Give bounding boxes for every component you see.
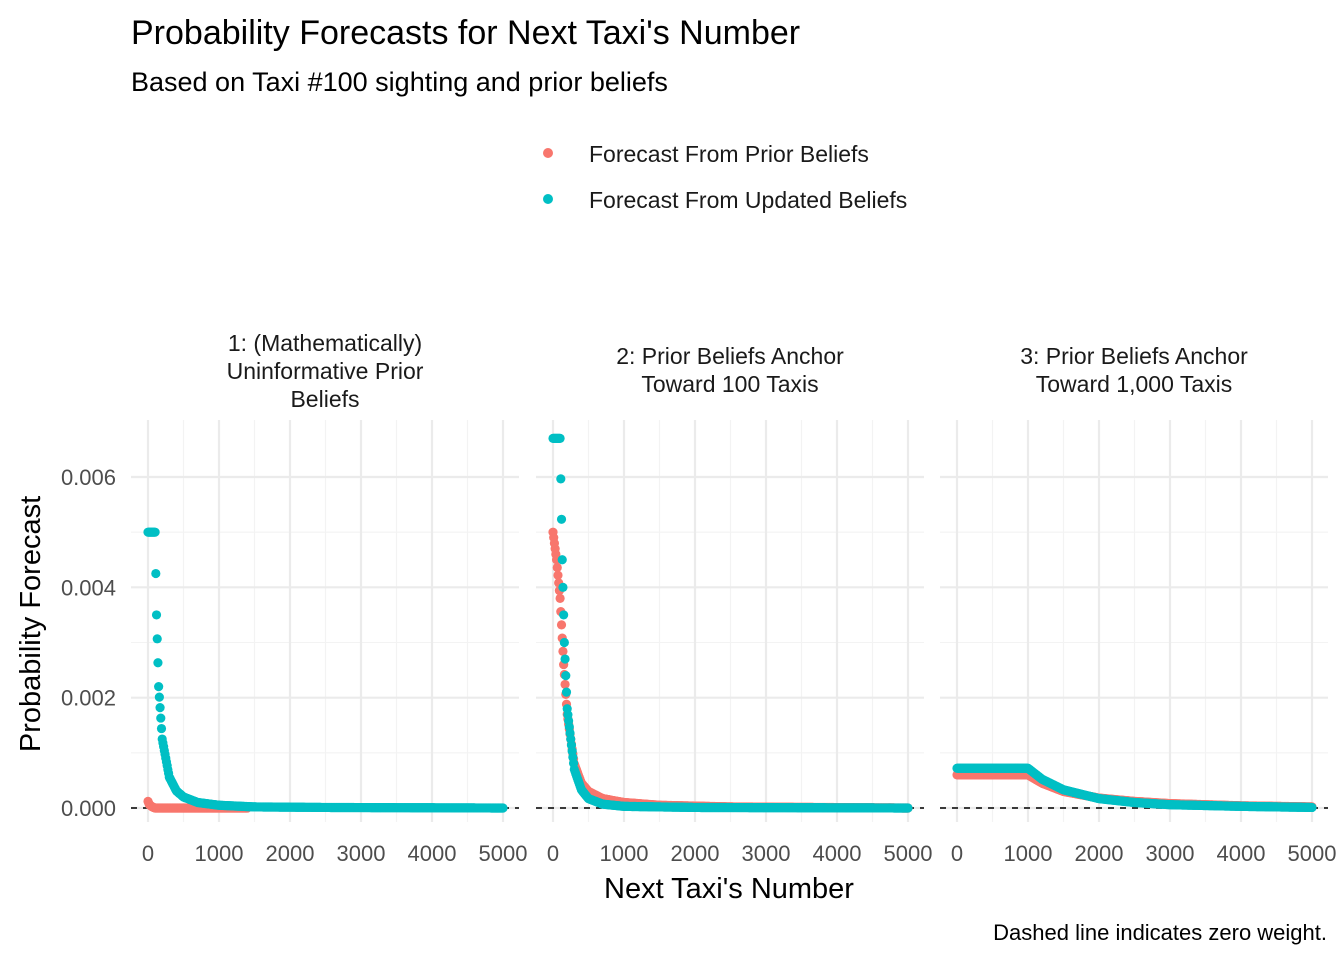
data-point — [150, 527, 160, 537]
data-point — [558, 646, 568, 656]
legend: Forecast From Prior Beliefs Forecast Fro… — [543, 141, 907, 213]
data-point — [903, 803, 913, 813]
series-updated-panel-1 — [143, 527, 508, 813]
legend-key-prior — [543, 148, 553, 158]
facet-label-1: Uninformative Prior — [227, 358, 424, 384]
data-point — [556, 620, 567, 630]
y-tick-label: 0.004 — [61, 575, 116, 600]
data-point — [153, 658, 163, 668]
x-tick-label: 2000 — [266, 841, 315, 866]
x-tick-label: 1000 — [1004, 841, 1053, 866]
chart-subtitle: Based on Taxi #100 sighting and prior be… — [131, 67, 668, 97]
x-tick-label: 4000 — [1217, 841, 1266, 866]
series-updated-panel-3 — [952, 763, 1317, 813]
data-point — [556, 474, 566, 484]
x-tick-label: 3000 — [742, 841, 791, 866]
data-point — [154, 682, 164, 692]
data-point — [559, 610, 569, 620]
data-point — [151, 568, 161, 579]
data-point — [558, 582, 568, 592]
series-updated-panel-2 — [548, 433, 913, 813]
x-tick-label: 1000 — [195, 841, 244, 866]
x-tick-label: 0 — [547, 841, 559, 866]
facet-label-2: 2: Prior Beliefs Anchor — [616, 343, 844, 369]
x-axis-label: Next Taxi's Number — [604, 873, 854, 905]
data-point — [154, 692, 164, 702]
legend-key-updated — [543, 194, 553, 204]
x-tick-label: 5000 — [479, 841, 528, 866]
data-point — [559, 637, 569, 648]
y-tick-label: 0.000 — [61, 796, 116, 821]
x-tick-label: 5000 — [1288, 841, 1337, 866]
data-point — [556, 514, 567, 524]
x-tick-label: 5000 — [884, 841, 933, 866]
y-axis-label: Probability Forecast — [15, 496, 47, 752]
data-point — [552, 562, 562, 573]
x-tick-label: 0 — [951, 841, 963, 866]
data-point — [1307, 802, 1317, 813]
x-tick-label: 4000 — [408, 841, 457, 866]
facet-label-1: Beliefs — [290, 386, 359, 412]
chart-caption: Dashed line indicates zero weight. — [993, 920, 1327, 945]
data-point — [561, 671, 571, 681]
x-tick-label: 0 — [142, 841, 154, 866]
data-point — [156, 713, 166, 723]
x-tick-label: 3000 — [337, 841, 386, 866]
data-point — [152, 634, 162, 644]
facet-label-3: Toward 1,000 Taxis — [1036, 371, 1232, 397]
data-point — [560, 679, 570, 690]
facet-panels: 1: (Mathematically)Uninformative PriorBe… — [131, 330, 1336, 866]
data-point — [555, 593, 565, 603]
chart-title: Probability Forecasts for Next Taxi's Nu… — [131, 14, 800, 52]
facet-label-3: 3: Prior Beliefs Anchor — [1020, 343, 1248, 369]
data-point — [557, 555, 567, 565]
data-point — [498, 803, 508, 813]
y-axis-ticks: 0.000 0.002 0.004 0.006 — [61, 465, 116, 821]
x-tick-label: 3000 — [1146, 841, 1195, 866]
data-point — [553, 570, 563, 580]
data-point — [156, 723, 167, 734]
data-point — [151, 610, 162, 620]
legend-label-updated: Forecast From Updated Beliefs — [589, 187, 907, 213]
data-point — [155, 702, 165, 713]
data-point — [561, 687, 572, 697]
facet-label-1: 1: (Mathematically) — [228, 330, 422, 356]
data-point — [560, 654, 570, 664]
data-point — [555, 433, 565, 443]
facet-panel-1: 1: (Mathematically)Uninformative PriorBe… — [131, 330, 527, 866]
x-tick-label: 2000 — [671, 841, 720, 866]
y-tick-label: 0.006 — [61, 465, 116, 490]
facet-label-2: Toward 100 Taxis — [641, 371, 818, 397]
x-tick-label: 4000 — [813, 841, 862, 866]
y-tick-label: 0.002 — [61, 686, 116, 711]
x-tick-label: 1000 — [600, 841, 649, 866]
x-tick-label: 2000 — [1075, 841, 1124, 866]
legend-label-prior: Forecast From Prior Beliefs — [589, 141, 869, 167]
